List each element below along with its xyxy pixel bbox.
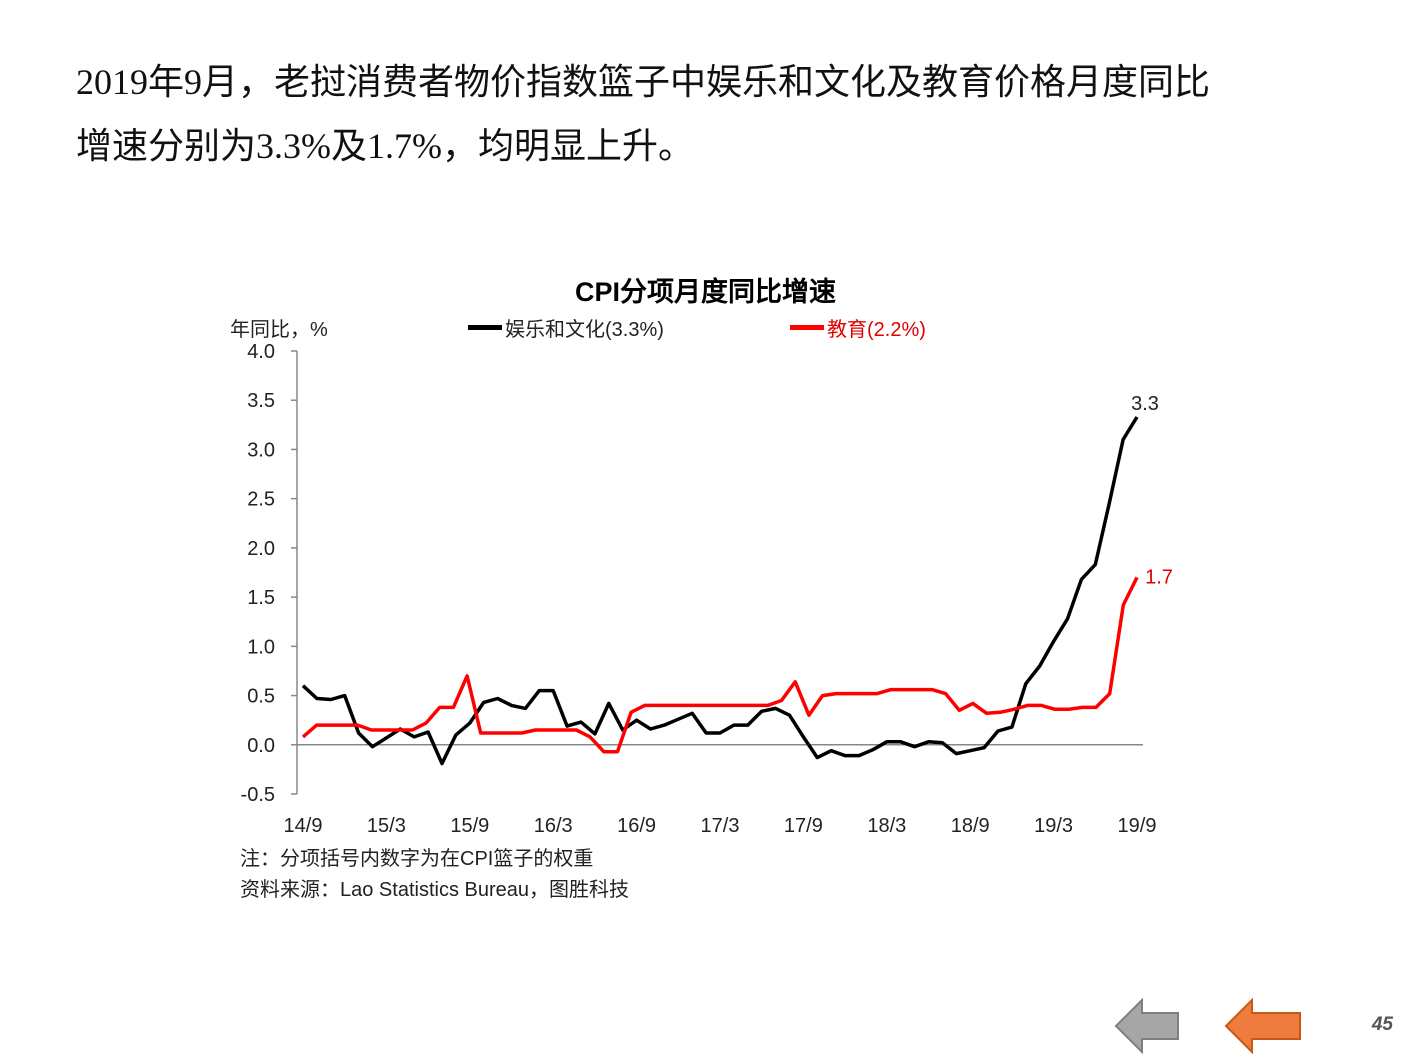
x-tick-label: 18/9 (951, 815, 990, 837)
series-line-entertainment (301, 416, 1139, 766)
y-tick-label: 3.5 (247, 390, 275, 412)
x-tick-label: 19/3 (1034, 815, 1073, 837)
legend-entry-entertainment: 娱乐和文化(3.3%) (468, 313, 664, 342)
y-tick-label: -0.5 (241, 784, 275, 806)
x-tick-label: 18/3 (867, 815, 906, 837)
headline: 2019年9月，老挝消费者物价指数篮子中娱乐和文化及教育价格月度同比 增速分别为… (76, 50, 1366, 178)
end-label-entertainment: 3.3 (1131, 393, 1159, 415)
y-tick-label: 3.0 (247, 439, 275, 461)
end-label-education: 1.7 (1145, 566, 1173, 588)
x-tick-label: 16/9 (617, 815, 656, 837)
x-tick-label: 14/9 (284, 815, 323, 837)
x-tick-label: 15/9 (450, 815, 489, 837)
y-tick-label: 0.0 (247, 735, 275, 757)
forward-arrow-icon (1224, 997, 1301, 1055)
back-arrow-icon (1114, 997, 1179, 1055)
legend-swatch-entertainment (468, 325, 502, 330)
headline-line-2: 增速分别为3.3%及1.7%，均明显上升。 (76, 126, 694, 166)
y-tick-label: 1.0 (247, 636, 275, 658)
chart-title: CPI分项月度同比增速 (574, 277, 836, 307)
y-tick-label: 1.5 (247, 587, 275, 609)
y-tick-label: 2.5 (247, 489, 275, 511)
y-tick-label: 4.0 (247, 341, 275, 363)
chart-source: 资料来源：Lao Statistics Bureau，图胜科技 (240, 879, 629, 901)
legend-label-education: 教育(2.2%) (827, 319, 926, 341)
y-tick-label: 0.5 (247, 686, 275, 708)
chart-note: 注：分项括号内数字为在CPI篮子的权重 (240, 848, 594, 870)
y-tick-label: 2.0 (247, 538, 275, 560)
back-arrow-button[interactable] (1112, 996, 1184, 1056)
y-axis-label: 年同比，% (230, 319, 328, 341)
legend-swatch-education (790, 325, 824, 330)
headline-line-1: 2019年9月，老挝消费者物价指数篮子中娱乐和文化及教育价格月度同比 (76, 62, 1211, 102)
series-line-education (301, 576, 1139, 754)
x-tick-label: 16/3 (534, 815, 573, 837)
forward-arrow-button[interactable] (1222, 996, 1306, 1056)
x-tick-label: 17/9 (784, 815, 823, 837)
page-number: 45 (1371, 1014, 1393, 1035)
x-tick-label: 19/9 (1118, 815, 1157, 837)
x-tick-label: 15/3 (367, 815, 406, 837)
legend-entry-education: 教育(2.2%) (790, 313, 926, 342)
x-tick-label: 17/3 (701, 815, 740, 837)
legend-label-entertainment: 娱乐和文化(3.3%) (505, 319, 664, 341)
